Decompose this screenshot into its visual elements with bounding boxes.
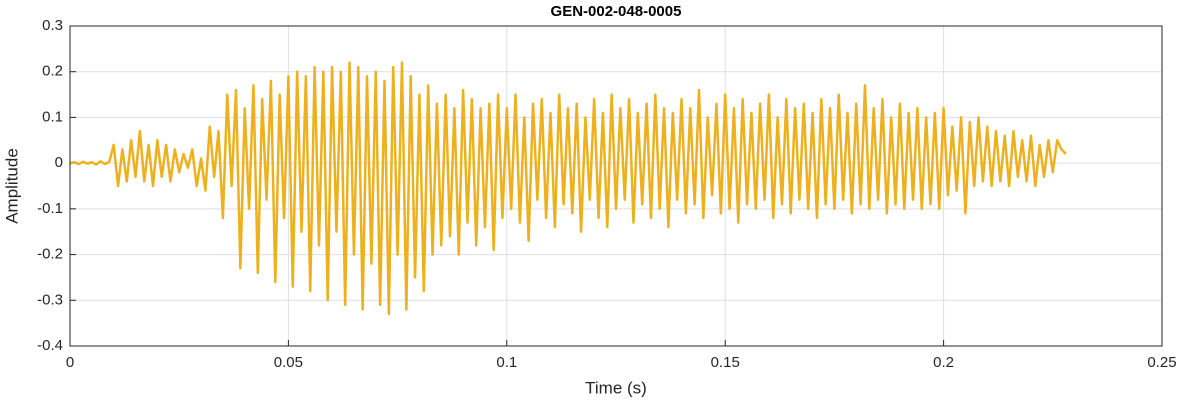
y-tick-label: 0.1 xyxy=(42,108,63,125)
y-tick-label: -0.3 xyxy=(37,291,63,308)
y-tick-label: -0.1 xyxy=(37,200,63,217)
chart-title: GEN-002-048-0005 xyxy=(551,3,682,20)
x-tick-label: 0 xyxy=(66,354,74,371)
y-tick-label: -0.2 xyxy=(37,246,63,263)
x-axis-label: Time (s) xyxy=(585,378,647,397)
y-tick-label: 0 xyxy=(55,154,63,171)
axes-box xyxy=(69,25,1163,347)
x-tick-label: 0.1 xyxy=(496,354,517,371)
x-tick-label: 0.25 xyxy=(1147,354,1176,371)
y-tick-label: 0.3 xyxy=(42,17,63,34)
y-tick-label: -0.4 xyxy=(37,337,63,354)
x-tick-label: 0.15 xyxy=(711,354,740,371)
x-tick-label: 0.2 xyxy=(933,354,954,371)
waveform-line xyxy=(69,61,1067,316)
y-axis-label: Amplitude xyxy=(2,148,21,224)
x-tick-label: 0.05 xyxy=(274,354,303,371)
y-tick-label: 0.2 xyxy=(42,63,63,80)
